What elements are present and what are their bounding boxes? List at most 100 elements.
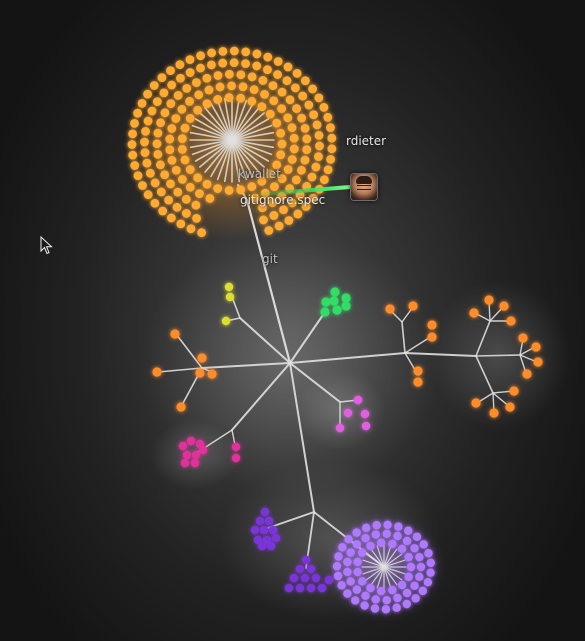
file-node (215, 82, 225, 92)
file-node (166, 213, 176, 223)
directory-edge (404, 352, 477, 357)
file-node (419, 540, 428, 549)
file-node (202, 99, 212, 109)
directory-edge (204, 139, 233, 173)
file-node (295, 564, 305, 574)
file-node (323, 112, 333, 122)
file-node (164, 195, 174, 205)
file-node (185, 114, 195, 123)
file-node (185, 68, 195, 77)
mouse-pointer-icon (40, 236, 53, 255)
file-node (289, 573, 299, 583)
file-node (265, 109, 275, 119)
file-node (171, 165, 181, 175)
directory-edge (223, 97, 233, 141)
file-node (333, 571, 343, 581)
file-node (140, 137, 149, 147)
file-node (191, 450, 201, 460)
file-node (196, 51, 205, 61)
file-nodes (127, 46, 543, 614)
file-node (180, 123, 190, 133)
file-node (269, 211, 279, 220)
file-node (257, 176, 267, 186)
file-node (167, 124, 177, 133)
file-node (150, 178, 160, 188)
file-node (236, 185, 246, 195)
file-node (394, 522, 403, 531)
file-node (397, 580, 407, 590)
file-node (284, 583, 294, 593)
file-node (128, 129, 137, 139)
file-node (341, 301, 351, 311)
file-node (273, 70, 283, 79)
file-node (416, 562, 426, 572)
directory-edge (231, 99, 248, 141)
file-node (156, 160, 165, 170)
directory-edge (289, 352, 406, 364)
file-node (279, 205, 288, 215)
directory-edge (475, 354, 521, 357)
file-node (353, 395, 363, 405)
file-node (412, 532, 422, 541)
file-node (177, 134, 187, 144)
file-node (137, 99, 147, 108)
file-node (309, 110, 319, 120)
file-node (197, 228, 207, 237)
file-node (314, 130, 324, 140)
file-node (302, 134, 312, 144)
file-node (160, 170, 170, 180)
file-node (285, 95, 295, 105)
directory-edge (383, 559, 406, 568)
directory-edge (231, 107, 260, 141)
file-node (143, 116, 153, 126)
file-node (173, 91, 183, 100)
file-node (499, 301, 509, 311)
file-node (152, 367, 162, 377)
file-node (366, 541, 375, 551)
file-node (238, 82, 248, 92)
file-node (274, 221, 284, 231)
file-node (213, 184, 223, 193)
file-node (332, 305, 342, 315)
directory-edge (175, 333, 203, 369)
file-node (166, 66, 175, 76)
file-node (308, 84, 317, 94)
file-node (361, 533, 370, 543)
file-node (127, 140, 137, 149)
file-node (177, 174, 187, 184)
file-node (533, 357, 543, 367)
directory-edge (383, 566, 392, 589)
directory-edge (475, 355, 494, 394)
file-node (293, 209, 303, 219)
file-node (360, 409, 370, 419)
file-node (197, 353, 207, 363)
user-avatar-icon[interactable] (351, 174, 377, 200)
directory-edge (267, 511, 315, 529)
file-node (397, 544, 407, 554)
file-node (180, 155, 190, 165)
user-action-beam (260, 185, 352, 196)
file-node (177, 144, 187, 154)
file-node (489, 408, 499, 418)
directory-edge (289, 311, 326, 364)
directory-label-git: git (262, 252, 278, 266)
file-node (194, 90, 204, 100)
directory-edge (365, 566, 385, 581)
file-node (225, 292, 235, 302)
file-node (361, 523, 371, 533)
file-node (411, 594, 420, 603)
directory-edge (231, 118, 270, 141)
file-node (156, 187, 166, 197)
file-node (152, 97, 162, 106)
file-node (207, 369, 217, 379)
file-node (259, 525, 269, 535)
file-node (149, 81, 159, 90)
file-node (207, 60, 216, 70)
file-node (193, 173, 203, 183)
directory-edge (231, 139, 273, 156)
file-node (360, 601, 369, 610)
file-node (426, 558, 435, 568)
file-node (284, 216, 294, 225)
file-node (258, 76, 268, 85)
directory-edge (201, 362, 291, 369)
